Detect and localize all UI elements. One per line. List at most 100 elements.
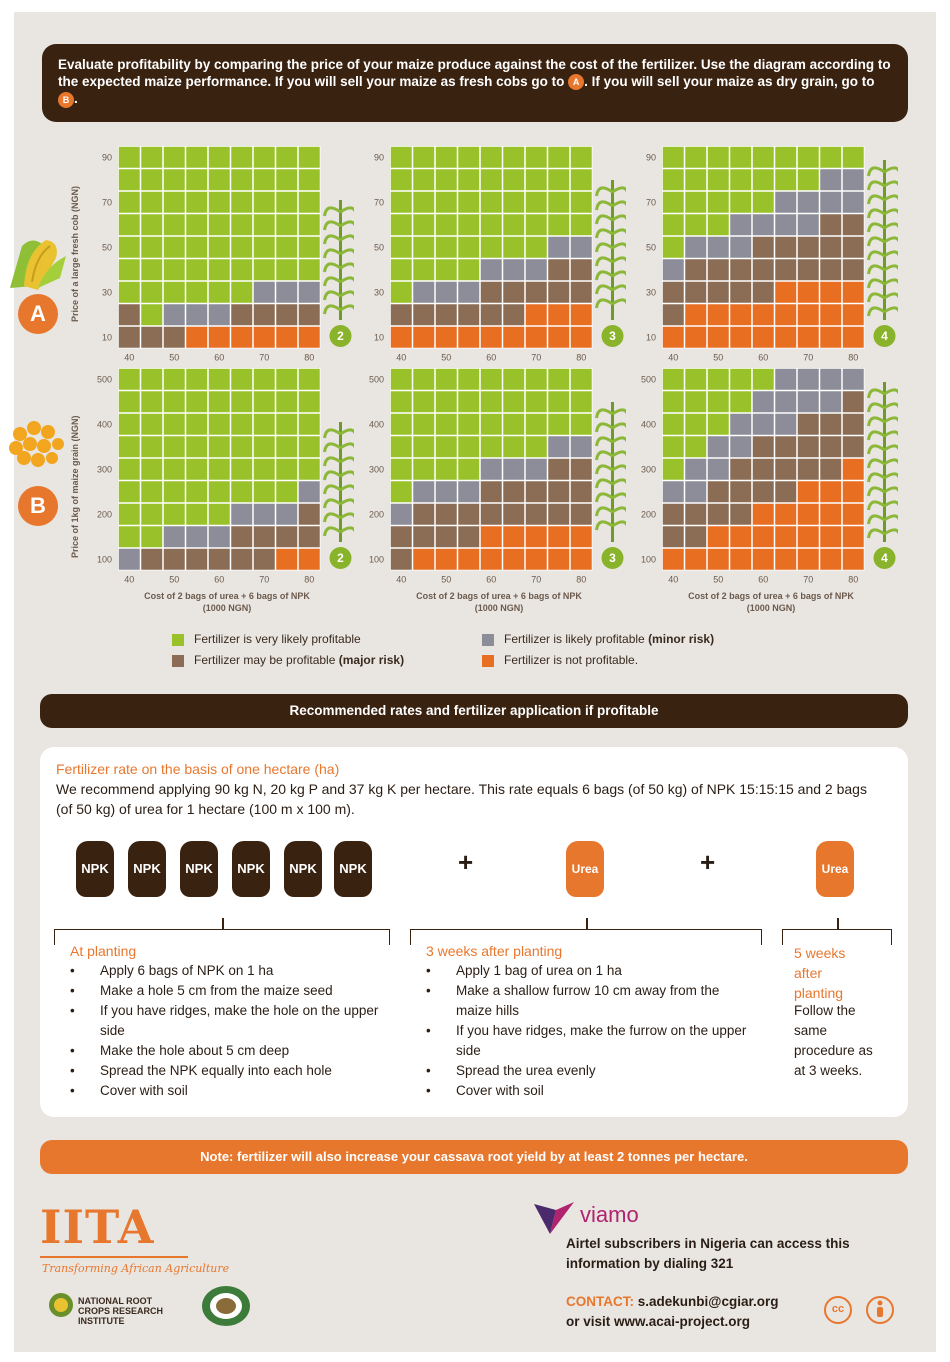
heatmap-svg: 500 400 300 200 100 40 50 60 70 80 3 [369, 368, 626, 585]
heatmap-cell [707, 304, 729, 326]
heatmap-cell [186, 259, 208, 281]
heatmap-cell [458, 191, 480, 213]
planting-title: At planting [70, 943, 137, 959]
attribution-icon [866, 1296, 894, 1324]
fresh-cob-icon [10, 240, 66, 290]
y-tick-label: 200 [369, 509, 384, 519]
heatmap-cell [662, 146, 684, 168]
y-tick-label: 400 [97, 419, 112, 429]
heatmap-cell [685, 481, 707, 503]
heatmap-cell [208, 304, 230, 326]
heatmap-cell [208, 368, 230, 390]
heatmap-cell [118, 503, 140, 525]
heatmap-cell [276, 169, 298, 191]
heatmap-cell [118, 391, 140, 413]
heatmap-cell [820, 391, 842, 413]
x-tick-label: 50 [169, 353, 179, 363]
x-tick-label: 40 [396, 353, 406, 363]
heatmap-cell [820, 304, 842, 326]
heatmap-cell [525, 326, 547, 348]
maize-plant-icon [323, 422, 354, 542]
x-tick-label: 70 [259, 353, 269, 363]
note-band: Note: fertilizer will also increase your… [40, 1140, 908, 1174]
y-tick-label: 30 [102, 287, 112, 297]
heatmap-cell [525, 458, 547, 480]
heatmap-cell [298, 236, 320, 258]
plus-sign: + [700, 847, 716, 877]
y-tick-label: 500 [369, 374, 384, 384]
heatmap-cell [458, 169, 480, 191]
x-tick-label: 80 [848, 353, 858, 363]
list-item: Make the hole about 5 cm deep [70, 1041, 390, 1061]
heatmap-cell [253, 368, 275, 390]
heatmap-cell [141, 281, 163, 303]
iita-underline [40, 1256, 188, 1258]
list-item: Cover with soil [70, 1081, 390, 1101]
list-item: Spread the urea evenly [426, 1061, 756, 1081]
heatmap-cell [570, 526, 592, 548]
heatmap-cell [548, 481, 570, 503]
heatmap-cell [820, 458, 842, 480]
heatmap-cell [730, 368, 752, 390]
heatmap-cell [548, 391, 570, 413]
heatmap-cell [208, 191, 230, 213]
heatmap-cell [775, 259, 797, 281]
x-tick-label: 80 [848, 575, 858, 585]
heatmap-cell [390, 169, 412, 191]
heatmap-cell [231, 146, 253, 168]
heatmap-cell [480, 259, 502, 281]
heatmap-cell [480, 304, 502, 326]
heatmap-cell [480, 146, 502, 168]
heatmap-cell [525, 413, 547, 435]
intro-text-3: . [74, 91, 78, 107]
legend-brown: Fertilizer may be profitable (major risk… [172, 653, 404, 667]
heatmap-cell [231, 458, 253, 480]
heatmap-cell [685, 191, 707, 213]
plus-sign: + [458, 847, 474, 877]
heatmap-cell [775, 458, 797, 480]
heatmap-cell [775, 281, 797, 303]
heatmap-cell [458, 481, 480, 503]
heatmap-cell [707, 326, 729, 348]
heatmap-cell [186, 436, 208, 458]
heatmap-cell [253, 259, 275, 281]
heatmap-cell [276, 191, 298, 213]
intro-text-1: Evaluate profitability by comparing the … [58, 57, 891, 89]
heatmap-cell [118, 236, 140, 258]
heatmap-cell [141, 458, 163, 480]
heatmap-cell [797, 259, 819, 281]
heatmap-cell [118, 146, 140, 168]
heatmap-cell [435, 214, 457, 236]
heatmap-cell [570, 503, 592, 525]
heatmap-cell [503, 481, 525, 503]
heatmap-cell [435, 503, 457, 525]
heatmap-cell [685, 146, 707, 168]
heatmap-cell [685, 436, 707, 458]
heatmap-cell [276, 548, 298, 570]
contact-visit[interactable]: or visit www.acai-project.org [566, 1314, 751, 1329]
three-weeks-bracket [410, 918, 762, 945]
heatmap-cell [253, 214, 275, 236]
heatmap-cell [458, 526, 480, 548]
heatmap-cell [570, 191, 592, 213]
heatmap-cell [685, 503, 707, 525]
list-item: Make a hole 5 cm from the maize seed [70, 981, 390, 1001]
heatmap-cell [775, 214, 797, 236]
heatmap-cell [797, 548, 819, 570]
heatmap-cell [842, 458, 864, 480]
heatmap-cell [503, 413, 525, 435]
heatmap-cell [298, 548, 320, 570]
contact-email[interactable]: s.adekunbi@cgiar.org [637, 1294, 779, 1309]
heatmap-cell [820, 169, 842, 191]
heatmap-cell [570, 281, 592, 303]
heatmap-cell [413, 503, 435, 525]
row-b-ylabel: Price of 1kg of maize grain (NGN) [70, 415, 80, 558]
five-weeks-text: Follow the same procedure as at 3 weeks. [794, 1003, 873, 1078]
heatmap-cell [842, 236, 864, 258]
heatmap-cell [413, 169, 435, 191]
x-tick-label: 40 [396, 575, 406, 585]
heatmap-cell [525, 436, 547, 458]
heatmap-cell [525, 304, 547, 326]
heatmap-cell [276, 368, 298, 390]
y-tick-label: 50 [646, 242, 656, 252]
